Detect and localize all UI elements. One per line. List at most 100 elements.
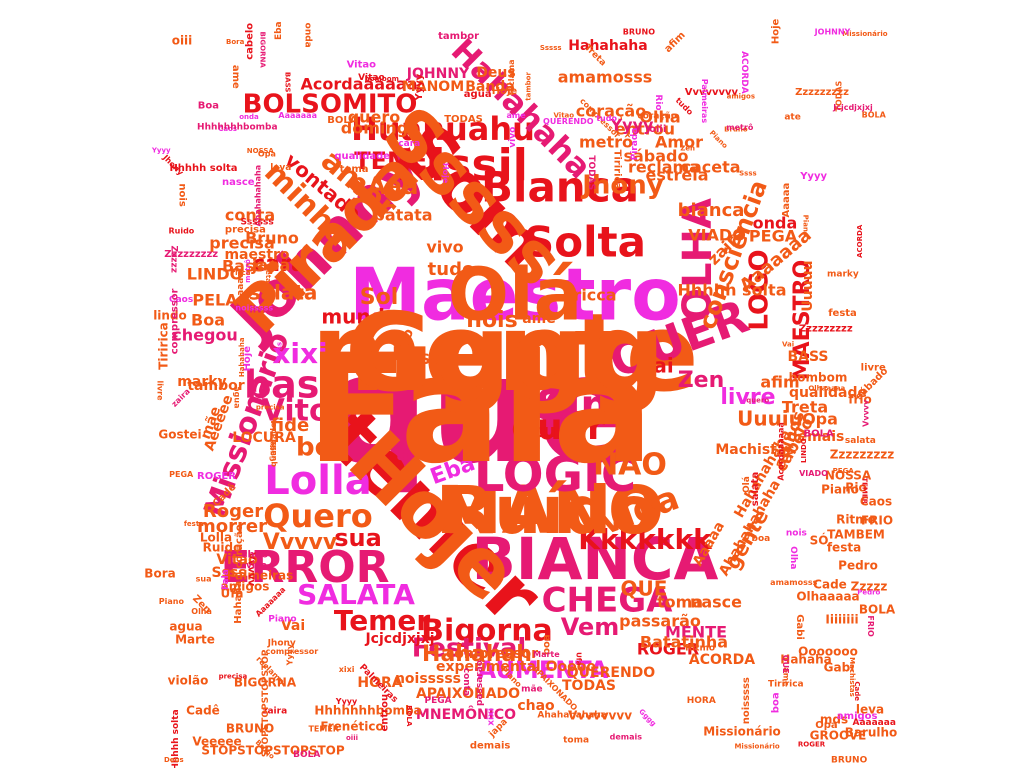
cloud-word: xixi	[487, 708, 497, 726]
cloud-word: JOHNNY	[406, 66, 470, 82]
cloud-word: BIGORNA	[259, 31, 267, 68]
cloud-word: Bruno	[245, 229, 299, 248]
cloud-word: PEGA	[749, 227, 798, 246]
cloud-word: Bora	[226, 38, 245, 46]
cloud-word: Hahahaha	[238, 337, 246, 377]
cloud-word: domingo	[341, 119, 419, 138]
cloud-word: bianca	[678, 200, 745, 221]
cloud-word: nois	[786, 529, 807, 539]
cloud-word: precisa	[219, 673, 248, 681]
cloud-word: Boa	[198, 101, 219, 112]
cloud-word: Yyyy	[799, 171, 827, 182]
cloud-word: Amor	[655, 133, 703, 152]
cloud-word: oiii	[172, 34, 193, 48]
cloud-word: leva	[270, 163, 291, 173]
cloud-word: Fala	[221, 569, 231, 590]
cloud-word: Opa	[258, 149, 276, 158]
cloud-word: Olá	[742, 476, 752, 493]
cloud-word: marky	[827, 269, 859, 279]
cloud-word: vai	[640, 354, 673, 378]
cloud-word: Tiririca	[611, 150, 622, 190]
cloud-word: Ssssss	[240, 218, 273, 228]
cloud-word: Hhhhh solta	[171, 709, 181, 768]
cloud-word: ame	[230, 65, 241, 89]
cloud-word: Vai	[281, 618, 305, 634]
cloud-word: entrou	[379, 694, 390, 732]
cloud-word: reclama	[628, 158, 700, 177]
cloud-word: Ssssss	[420, 352, 472, 368]
cloud-word: estrela	[645, 166, 708, 185]
cloud-word: Hoje	[242, 346, 253, 372]
cloud-word: afim	[760, 373, 799, 392]
cloud-word: Jcjcdjxjxj	[832, 103, 873, 112]
cloud-word: Zzzzz	[851, 580, 888, 594]
cloud-word: onda	[302, 23, 312, 48]
cloud-word: coração	[576, 102, 646, 121]
cloud-word: violão	[168, 674, 209, 688]
cloud-word: jcu	[525, 421, 556, 442]
cloud-word: caceta	[681, 158, 740, 177]
cloud-word: Ahahahahaha	[537, 710, 606, 720]
cloud-word: livre	[720, 385, 775, 410]
cloud-word: Machistas	[848, 657, 856, 697]
cloud-word: PEGA	[833, 467, 855, 475]
cloud-word: Olha	[788, 546, 798, 569]
cloud-word: salata	[845, 436, 876, 446]
cloud-word: BOLA	[327, 115, 357, 126]
cloud-word: que	[322, 323, 638, 497]
cloud-word: marky	[177, 374, 226, 390]
cloud-word: Zzzzzzzzz	[164, 249, 218, 260]
cloud-word: Gggg	[269, 441, 277, 462]
cloud-word: Rio	[845, 481, 867, 495]
cloud-word: lindo	[153, 309, 187, 323]
cloud-word: SÓ	[810, 533, 829, 548]
cloud-word: NAO	[593, 448, 667, 483]
cloud-word: boa	[542, 634, 553, 655]
cloud-word: bombom	[789, 371, 848, 385]
cloud-word: amigos	[727, 92, 755, 100]
cloud-word: LOGIC	[474, 447, 636, 503]
cloud-word: Hhhhhhhbomba	[197, 123, 278, 133]
cloud-word: Missionário	[703, 725, 781, 739]
cloud-word: Ruído	[443, 472, 656, 549]
cloud-word: Ssss	[211, 565, 246, 581]
cloud-word: coração	[234, 524, 245, 568]
cloud-word: Machistas	[715, 442, 794, 458]
cloud-word: Quero	[263, 497, 372, 535]
cloud-word: FRIO	[866, 615, 875, 637]
cloud-word: compressor	[266, 647, 319, 656]
cloud-word: Hoje	[770, 18, 781, 44]
cloud-word: Temer	[334, 604, 431, 637]
cloud-word: GROOVE	[810, 729, 867, 743]
cloud-word: Olhaaaaa	[808, 384, 845, 392]
cloud-word: Ooooooo	[798, 645, 858, 659]
cloud-word: amigos	[221, 580, 270, 594]
cloud-word: Iiiiiiii	[825, 613, 858, 627]
cloud-word: TAMBEM	[827, 528, 885, 542]
cloud-word: Ufa	[575, 652, 583, 666]
cloud-word: Yyyy	[414, 73, 425, 101]
cloud-word: tudo	[428, 259, 475, 280]
cloud-word: sua	[196, 574, 212, 583]
cloud-word: agua	[169, 620, 202, 634]
cloud-word: Vem	[561, 613, 620, 641]
cloud-word: bass	[244, 363, 342, 407]
cloud-word: BASS	[283, 72, 291, 93]
cloud-word: Acordaaaaaa	[301, 75, 418, 94]
cloud-word: Vai	[782, 340, 794, 348]
cloud-word: QUE	[621, 577, 668, 601]
cloud-word: ame	[522, 311, 556, 327]
cloud-word: BOLA	[859, 603, 896, 617]
cloud-word: chegou	[172, 326, 238, 345]
cloud-word: Caos	[860, 495, 892, 509]
cloud-word: Sssss	[540, 44, 562, 52]
cloud-word: Palmeiras	[227, 569, 294, 583]
cloud-word: PEGA	[425, 696, 452, 706]
cloud-word: salata	[249, 281, 318, 305]
cloud-word: ACORDA	[856, 224, 864, 258]
cloud-word: Aaaaa	[236, 272, 246, 303]
cloud-word: nois	[466, 308, 517, 333]
cloud-word: quero	[348, 108, 401, 127]
cloud-word: Bigorna	[421, 614, 553, 649]
